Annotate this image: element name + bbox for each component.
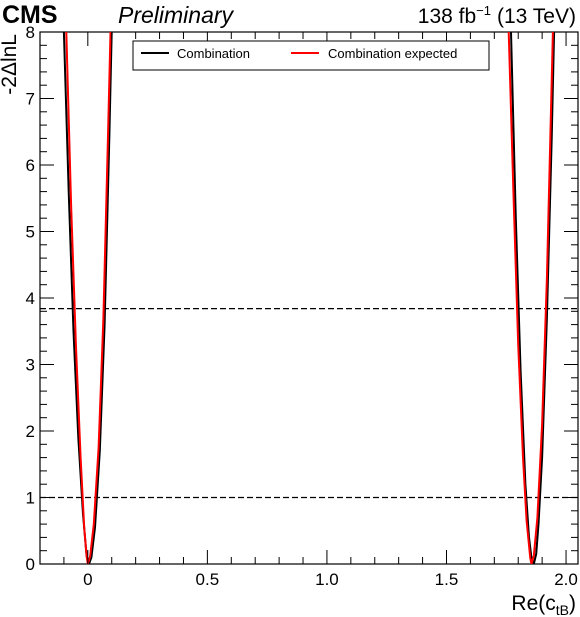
lumi-exponent: −1 (476, 3, 491, 18)
series-1-segment-1 (507, 32, 554, 564)
x-tick-label-4: 2.0 (554, 570, 578, 589)
x-axis-title: Re(ctB) (511, 592, 576, 617)
y-axis-title: -2ΔlnL (0, 34, 21, 95)
cms-label: CMS (2, 1, 58, 29)
curves (62, 32, 556, 564)
lumi-value: 138 fb (418, 5, 476, 28)
preliminary-label: Preliminary (118, 2, 235, 28)
x-tick-label-2: 1.0 (315, 570, 339, 589)
axis-ticks (39, 31, 578, 565)
y-tick-label-8: 8 (26, 23, 35, 42)
luminosity-label: 138 fb−1 (13 TeV) (418, 3, 576, 28)
y-tick-label-0: 0 (26, 555, 35, 574)
y-tick-label-4: 4 (26, 289, 35, 308)
x-tick-label-1: 0.5 (196, 570, 220, 589)
x-axis-title-main: Re(c (511, 592, 555, 615)
energy-label: (13 TeV) (497, 5, 576, 28)
y-tick-label-2: 2 (26, 422, 35, 441)
x-tick-label-3: 1.5 (435, 570, 459, 589)
legend-box (132, 40, 490, 71)
series-0-segment-1 (510, 32, 556, 564)
series-1-segment-0 (65, 32, 112, 564)
y-tick-label-3: 3 (26, 356, 35, 375)
tick-labels: 0 0.5 1.0 1.5 2.0 0 1 2 3 4 5 6 7 8 (26, 23, 578, 589)
y-tick-label-1: 1 (26, 489, 35, 508)
legend-label-combination-expected: Combination expected (328, 46, 457, 61)
y-tick-label-7: 7 (26, 90, 35, 109)
x-axis-title-close: ) (569, 592, 576, 615)
y-tick-label-5: 5 (26, 223, 35, 242)
y-tick-label-6: 6 (26, 156, 35, 175)
x-axis-title-subscript: tB (556, 602, 569, 617)
plot-frame (39, 31, 579, 565)
x-tick-label-0: 0 (83, 570, 92, 589)
legend: Combination Combination expected (132, 40, 490, 71)
reference-lines (40, 308, 578, 499)
legend-label-combination: Combination (177, 46, 250, 61)
series-0-segment-0 (62, 32, 113, 564)
